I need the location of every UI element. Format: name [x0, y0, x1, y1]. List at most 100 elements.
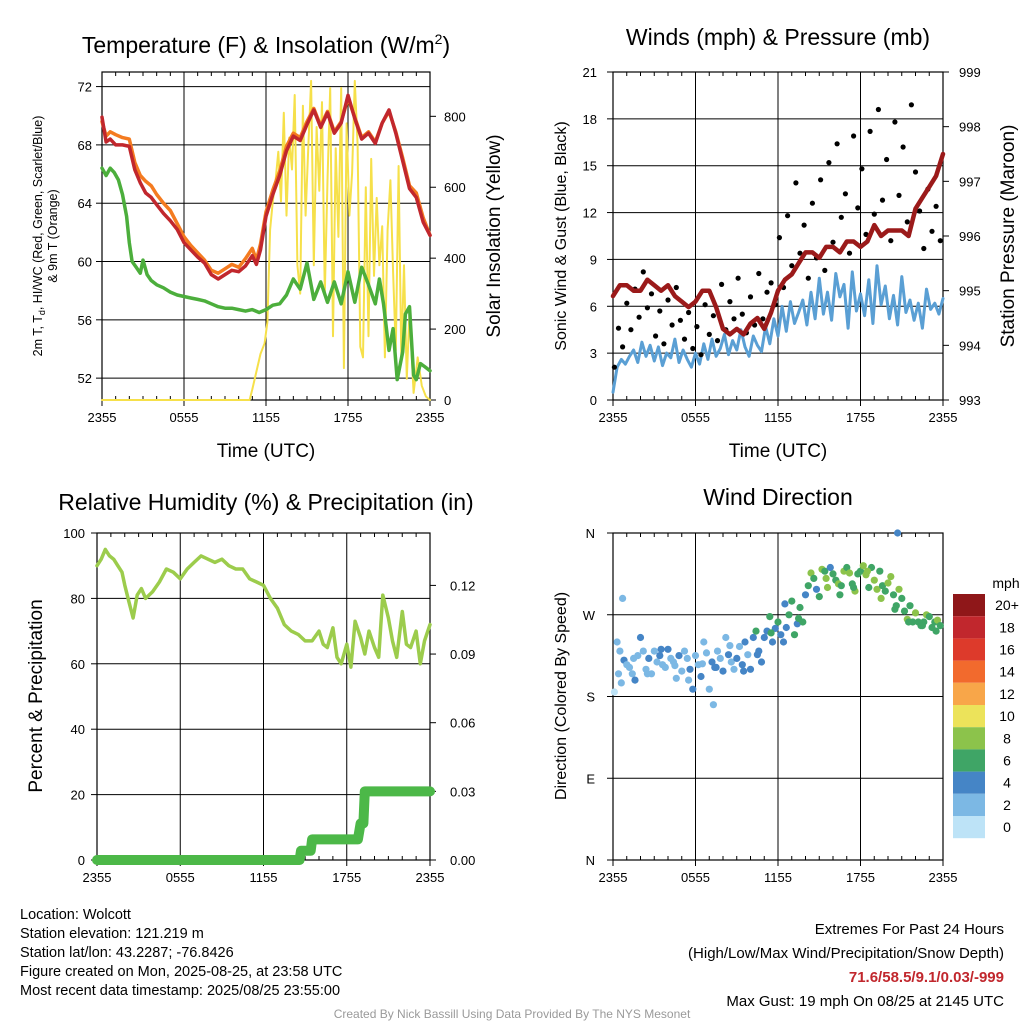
legend-swatch	[953, 638, 985, 661]
y-tick-label: 12	[583, 206, 597, 221]
y2-tick-label: 0.12	[450, 578, 475, 593]
direction-point	[686, 665, 694, 673]
gust-point	[686, 309, 692, 316]
y-tick-label: 15	[583, 159, 597, 174]
x-tick-label: 1155	[252, 410, 280, 425]
x-tick-label: 0555	[681, 870, 710, 885]
gust-point	[710, 313, 717, 319]
y2-tick-label: 997	[959, 174, 981, 189]
extremes-subtitle: (High/Low/Max Wind/Precipitation/Snow De…	[688, 945, 1004, 962]
gust-point	[904, 219, 910, 225]
direction-point	[889, 591, 898, 599]
direction-point	[836, 591, 844, 599]
direction-point	[656, 652, 664, 660]
direction-point	[898, 594, 906, 603]
direction-point	[645, 654, 653, 663]
legend-swatch	[953, 682, 985, 705]
direction-point	[671, 662, 679, 670]
direction-point	[691, 652, 700, 660]
gust-point	[719, 281, 725, 287]
direction-point	[678, 667, 686, 675]
direction-point	[766, 613, 774, 621]
direction-point	[870, 576, 878, 584]
station-info: Location: Wolcott Station elevation: 121…	[20, 906, 342, 1001]
direction-point	[726, 642, 734, 650]
direction-point	[878, 582, 887, 590]
direction-point	[826, 563, 834, 572]
x-tick-label: 1155	[250, 870, 278, 885]
series-line-green	[100, 166, 432, 382]
relative-humidity-line	[95, 547, 432, 669]
direction-point	[741, 638, 749, 646]
y2-tick-label: 995	[959, 284, 981, 299]
direction-point	[702, 649, 711, 657]
x-tick-label: 2355	[83, 870, 112, 885]
direction-point	[936, 622, 944, 630]
direction-point	[709, 701, 718, 709]
pressure-line	[610, 151, 946, 337]
direction-point	[865, 583, 873, 592]
direction-point	[767, 629, 775, 637]
gust-point	[822, 267, 828, 273]
direction-point	[777, 631, 785, 639]
x-tick-label: 2355	[416, 870, 445, 885]
direction-point	[894, 529, 902, 537]
direction-point	[631, 676, 639, 684]
direction-point	[630, 654, 638, 663]
y2-tick-label: 996	[959, 229, 981, 244]
y2-axis-label-text: Solar Insolation (Yellow)	[484, 134, 505, 337]
gust-point	[900, 144, 906, 150]
direction-point	[895, 585, 903, 593]
gust-point	[611, 364, 618, 370]
y2-tick-label: 0.00	[450, 853, 475, 868]
direction-point	[821, 567, 829, 575]
max-gust-text: Max Gust: 19 mph On 08/25 at 2145 UTC	[726, 993, 1004, 1010]
direction-point	[782, 623, 790, 632]
legend-label: 0	[1003, 819, 1011, 835]
x-tick-label: 1755	[846, 410, 875, 425]
y2-tick-label: 0.03	[450, 784, 475, 799]
direction-point	[740, 667, 748, 675]
direction-point	[697, 672, 705, 681]
y-tick-label: 21	[583, 65, 597, 80]
gust-point	[628, 327, 634, 333]
gust-point	[879, 197, 886, 203]
legend-swatch	[953, 727, 985, 750]
direction-point	[850, 583, 858, 592]
gust-point	[859, 166, 865, 172]
direction-point	[730, 665, 738, 673]
gust-point	[648, 291, 655, 297]
legend-label: 12	[999, 686, 1015, 702]
x-tick-label: 2355	[599, 410, 628, 425]
series-line-red	[100, 93, 432, 281]
y-tick-label: E	[586, 771, 595, 786]
direction-point	[705, 685, 713, 693]
gust-point	[706, 331, 712, 337]
direction-point	[774, 618, 782, 626]
gust-point	[624, 300, 630, 306]
y-axis-label: 2m T, Td, HI/WC (Red, Green, Scarlet/Blu…	[31, 116, 60, 357]
direction-point	[617, 679, 625, 687]
direction-point	[822, 574, 830, 583]
gust-point	[908, 102, 915, 108]
legend-label: 2	[1003, 797, 1011, 813]
direction-point	[716, 654, 724, 663]
direction-point	[664, 645, 672, 653]
gust-point	[818, 177, 824, 183]
gust-point	[888, 238, 894, 244]
y2-tick-label: 993	[959, 393, 981, 408]
gust-point	[871, 211, 877, 217]
y-tick-label: 68	[78, 138, 92, 153]
direction-point	[643, 670, 652, 678]
gust-point	[665, 297, 671, 303]
gust-point	[846, 250, 853, 256]
y2-tick-label: 0.06	[450, 716, 475, 731]
gust-point	[620, 344, 626, 350]
y-axis-label-text: Percent & Precipitation	[26, 599, 47, 792]
legend-swatch	[953, 793, 985, 816]
direction-point	[719, 667, 727, 675]
chart-title: Winds (mph) & Pressure (mb)	[626, 24, 930, 50]
gust-point	[855, 205, 861, 211]
direction-point	[757, 658, 766, 666]
x-tick-label: 1755	[846, 870, 875, 885]
